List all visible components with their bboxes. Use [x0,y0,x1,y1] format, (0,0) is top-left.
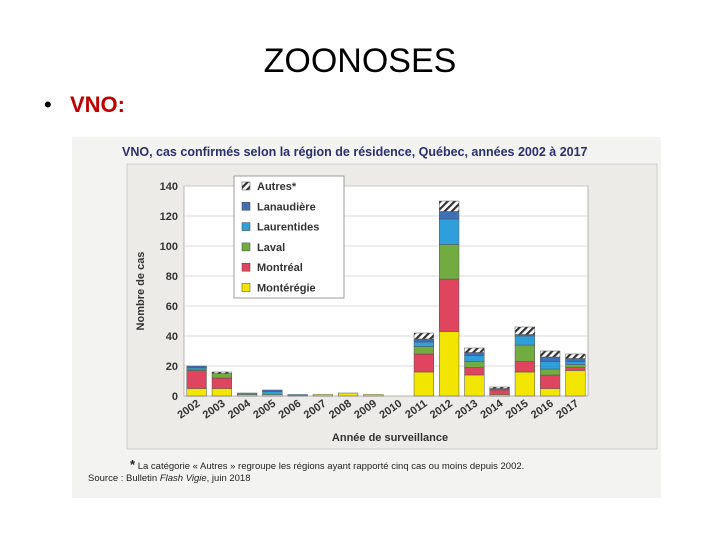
bullet-item: • VNO: [44,92,125,118]
source-suffix: , juin 2018 [206,473,251,484]
y-tick-label: 60 [166,301,178,313]
bar-segment [565,370,586,397]
bar-segment [514,361,535,373]
bar-segment [211,373,232,379]
legend-label: Laval [257,242,285,254]
chart: VNO, cas confirmés selon la région de ré… [122,145,658,450]
bar-segment [464,374,485,397]
bar-segment [287,394,308,397]
bar-segment [540,388,561,397]
legend-label: Laurentides [257,222,319,234]
y-tick-label: 80 [166,271,178,283]
bar-segment [338,392,359,397]
legend-swatch [241,181,251,191]
bar-segment [186,365,207,368]
bar-segment [186,370,207,389]
bar-segment [211,371,232,374]
bar-segment [464,352,485,356]
bullet-text: VNO: [70,92,125,117]
chart-title: VNO, cas confirmés selon la région de ré… [122,145,588,159]
y-tick-label: 20 [166,361,178,373]
bar-segment [514,326,535,335]
bar-segment [489,389,510,395]
footnote-star: * [130,457,136,472]
bar-segment [540,374,561,389]
bar-segment [413,341,434,347]
bar-segment [565,361,586,365]
bar-segment [262,389,283,392]
chart-footnote: * La catégorie « Autres » regroupe les r… [130,457,524,472]
bar-segment [413,353,434,373]
bar-segment [211,377,232,389]
bar-segment [514,335,535,346]
bar-segment [439,218,460,245]
legend-label: Montérégie [257,283,316,295]
bar-segment [237,392,258,395]
bar-segment [464,361,485,368]
bar-segment [540,350,561,358]
bar-segment [439,211,460,220]
y-tick-label: 100 [160,241,178,253]
bar-segment [312,394,333,397]
bullet-glyph: • [44,92,52,117]
legend-swatch [241,242,251,252]
y-tick-label: 40 [166,331,178,343]
bar-segment [262,391,283,395]
source-prefix: Source : Bulletin [88,473,160,484]
legend-swatch [241,262,251,272]
bar-segment [413,346,434,355]
bar-segment [540,356,561,362]
y-tick-label: 120 [160,211,178,223]
bar-segment [514,371,535,397]
bar-segment [464,355,485,362]
bar-segment [565,353,586,359]
legend-swatch [241,283,251,292]
bar-segment [186,388,207,397]
bar-segment [439,278,460,332]
legend-swatch [241,202,251,211]
legend-box [233,175,345,299]
bar-segment [565,358,586,362]
bar-segment [363,394,384,397]
legend-label: Autres* [257,181,297,193]
legend-label: Lanaudière [257,201,316,213]
bar-segment [514,344,535,362]
y-axis-label: Nombre de cas [135,252,147,331]
x-axis-label: Année de surveillance [332,432,448,444]
bar-segment [540,361,561,370]
y-tick-label: 140 [160,181,178,193]
bar-segment [565,364,586,368]
chart-figure: VNO, cas confirmés selon la région de ré… [72,137,661,498]
bar-segment [464,367,485,376]
y-tick-label: 0 [172,391,178,403]
slide-title: ZOONOSES [263,42,457,80]
bar-segment [439,331,460,397]
bar-segment [211,388,232,397]
bar-segment [413,332,434,340]
bar-segment [413,338,434,343]
bar-segment [540,368,561,376]
chart-source: Source : Bulletin Flash Vigie, juin 2018 [88,473,251,484]
bar-segment [439,200,460,212]
bar-segment [413,371,434,397]
legend-swatch [241,222,251,231]
source-italic: Flash Vigie [159,473,207,484]
footnote-text: La catégorie « Autres » regroupe les rég… [137,461,525,472]
bar-segment [489,386,510,389]
bar-segment [565,367,586,371]
bar-segment [464,347,485,353]
legend-label: Montréal [257,262,303,274]
bar-segment [439,244,460,280]
